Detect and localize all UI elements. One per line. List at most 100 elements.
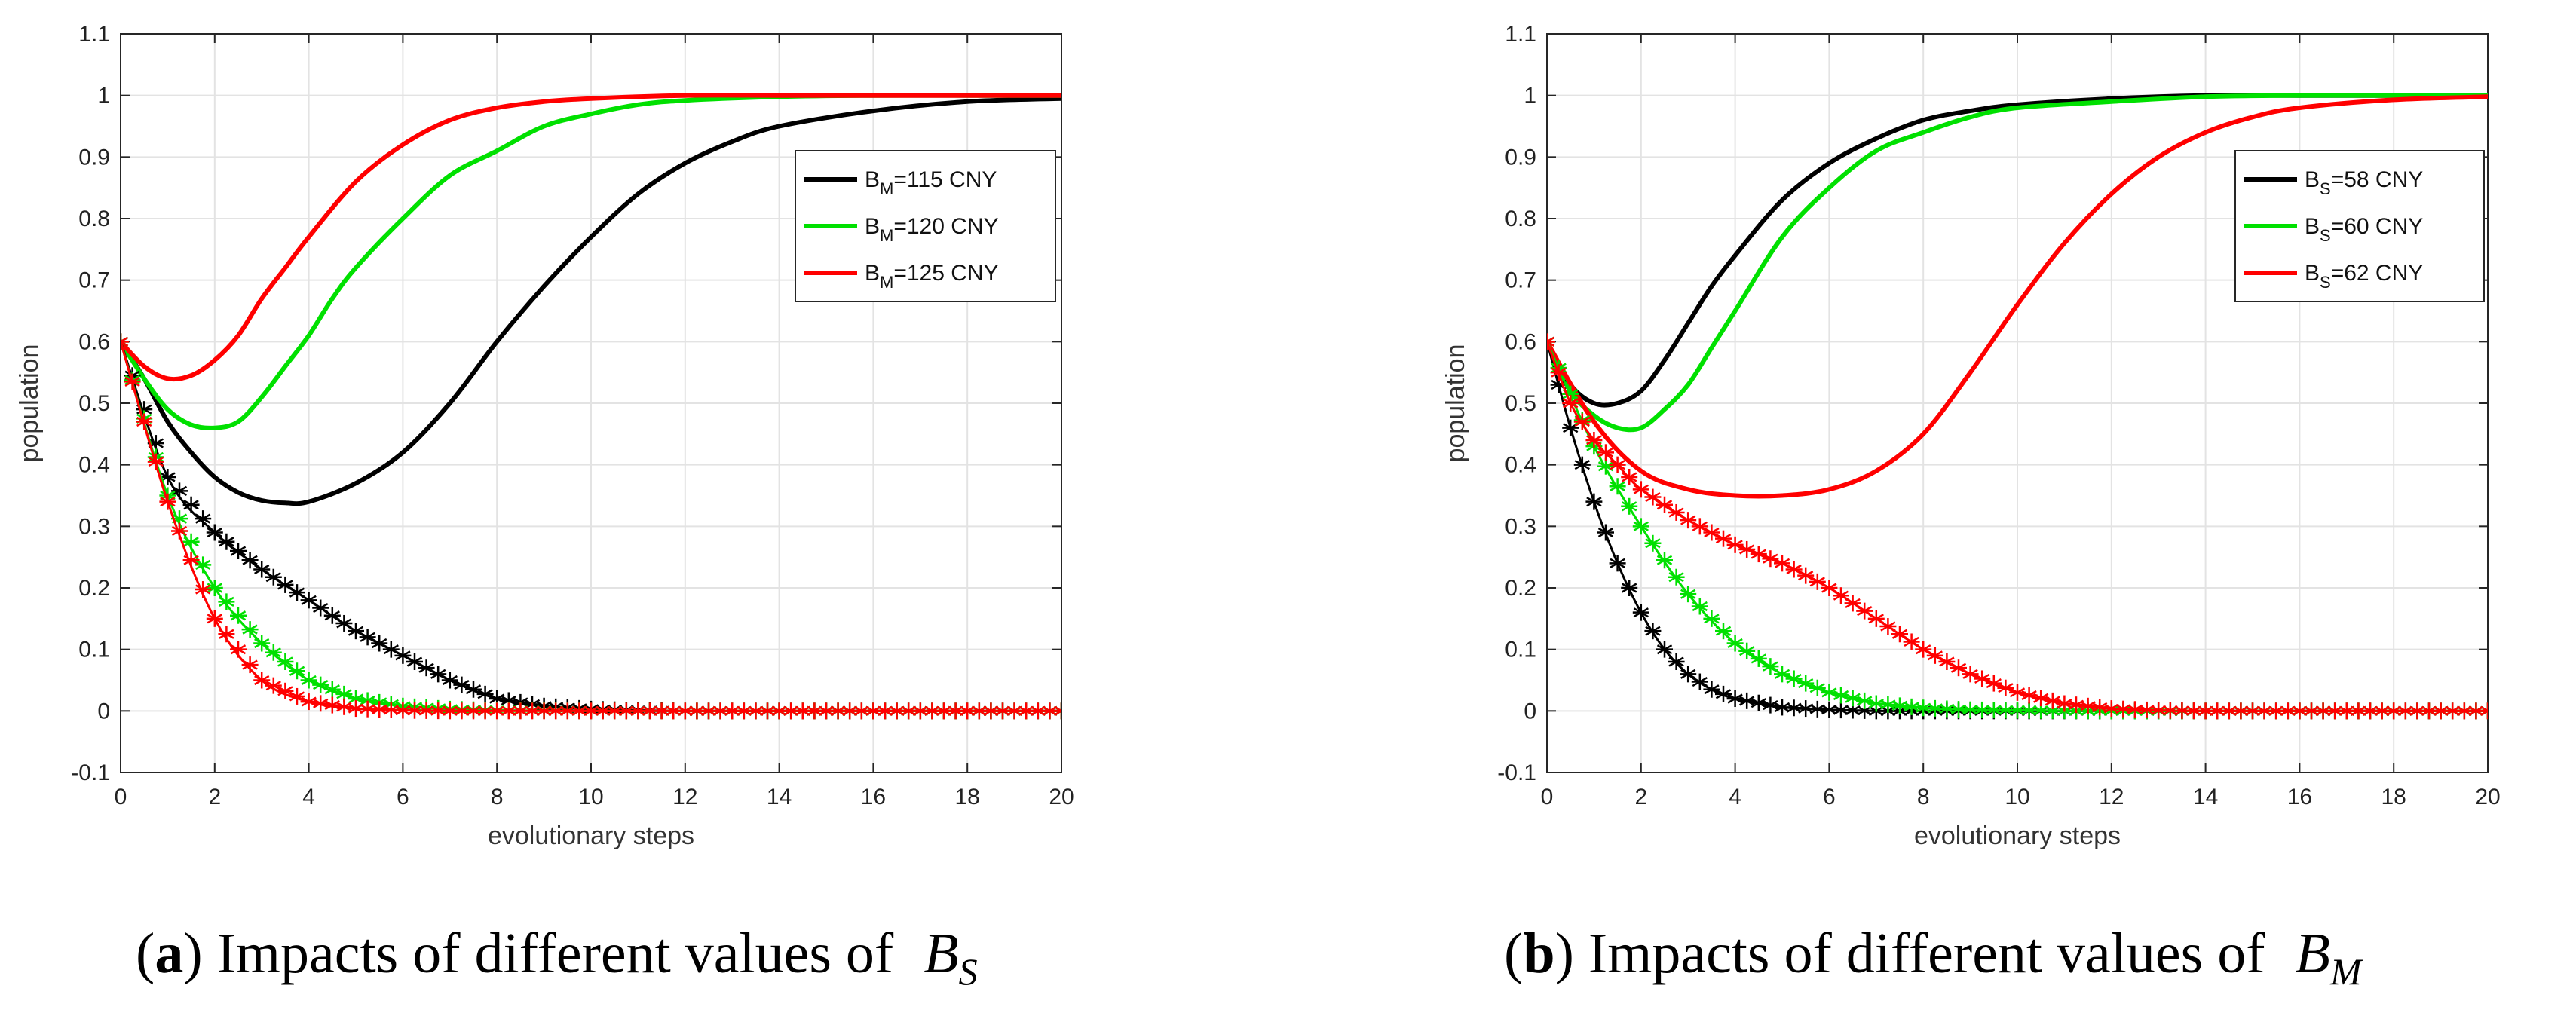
series-marker [1915,699,1932,717]
legend-label-base: B [865,214,880,239]
series-marker [277,682,294,699]
x-tick-label: 14 [2193,785,2218,809]
legend-label: BS=58 CNY [2305,167,2423,198]
series-marker [1750,650,1767,667]
series-marker [1585,493,1603,510]
series-marker [1738,540,1756,558]
series-marker [206,524,223,541]
caption-b-var: B [2296,922,2330,985]
y-tick-label: 0.2 [78,576,110,601]
x-tick-label: 2 [1634,785,1647,809]
series-marker [1644,488,1662,506]
series-marker [289,662,305,680]
x-tick-label: 16 [861,785,886,809]
series-marker [453,676,470,693]
legend-label-rest: =125 CNY [893,261,998,286]
series-marker [265,644,282,661]
y-tick-label: 0.8 [1505,207,1536,231]
series-marker [241,656,259,674]
series-marker [1997,702,2014,719]
x-axis-label: evolutionary steps [1914,822,2121,850]
series-group [121,93,1061,720]
series-marker [1680,586,1697,603]
series-line [1547,93,2488,433]
y-tick-label: 0 [1524,699,1536,724]
y-tick-label: 1.1 [1505,22,1536,47]
series-marker [1691,673,1708,690]
series-marker [1833,587,1849,604]
series-marker [1621,497,1638,515]
series-marker [1856,602,1873,620]
x-tick-label: 18 [2381,785,2406,809]
legend-label-base: B [2305,214,2320,239]
legend-label-sub: M [880,226,893,245]
series-marker [1879,618,1897,635]
series-marker [1668,653,1685,670]
x-tick-label: 0 [1541,785,1554,809]
legend-label-sub: S [2320,226,2331,245]
series-marker [253,635,271,652]
y-tick-label: 0.6 [1505,329,1536,354]
legend-label: BM=115 CNY [865,167,997,198]
y-tick-label: 0.1 [1505,638,1536,662]
series-marker [253,561,271,578]
caption-b-letter: b [1523,922,1554,985]
series-marker [1609,478,1626,495]
series-marker [277,576,294,593]
chart-panel-a: 0 2 4 6 8 10 12 14 16 18 20-0.100.10.20.30.40.50.6… [15,22,1074,850]
series-marker [1903,633,1920,650]
legend-label-sub: M [880,179,893,198]
series-marker [959,702,976,720]
series-marker [806,702,823,720]
series-marker [430,702,447,720]
x-tick-label: 10 [2005,785,2029,809]
series-marker [1585,432,1603,448]
y-tick-label: 0.3 [78,514,110,539]
series-marker [218,533,235,550]
series-marker [2009,702,2026,719]
series-line [1547,94,2488,499]
series-marker [2220,702,2238,720]
caption-a-letter: a [155,922,183,985]
y-axis-label: population [15,344,44,463]
series-marker [1774,666,1790,683]
series-marker [1597,524,1614,541]
series-marker [171,522,188,540]
series-marker [947,702,964,720]
legend-label-rest: =60 CNY [2331,214,2424,239]
series-marker [277,653,294,670]
series-marker [195,581,212,598]
series-marker [2421,702,2437,720]
series-marker [159,493,176,510]
legend-label: BM=120 CNY [865,214,999,245]
legend-label-sub: M [880,273,893,292]
series-marker [2056,695,2073,712]
series-marker [1609,456,1626,473]
series-line [121,93,1061,382]
series-marker [2467,702,2485,720]
series-marker [1644,623,1662,640]
series-marker [676,702,694,720]
series-marker [2314,702,2332,720]
caption-a-text: Impacts of different values of [217,922,894,985]
legend-label-base: B [2305,261,2320,286]
x-tick-label: 0 [115,785,127,809]
y-tick-label: 0.1 [78,638,110,662]
series-marker [1053,702,1061,720]
series-marker [253,672,271,689]
series-marker [265,677,282,694]
y-tick-label: 0.7 [1505,268,1536,293]
series-marker [1656,641,1673,658]
legend-label-rest: =58 CNY [2331,167,2424,192]
y-tick-label: 0.5 [1505,391,1536,416]
y-tick-label: -0.1 [1497,760,1536,785]
series-marker [1644,534,1662,552]
series-marker [1029,702,1046,720]
series-marker [1609,555,1626,572]
series-marker [1703,610,1720,627]
series-marker [606,702,623,720]
series-marker [1668,503,1685,521]
x-tick-label: 20 [1049,785,1074,809]
series-marker [2480,702,2488,720]
